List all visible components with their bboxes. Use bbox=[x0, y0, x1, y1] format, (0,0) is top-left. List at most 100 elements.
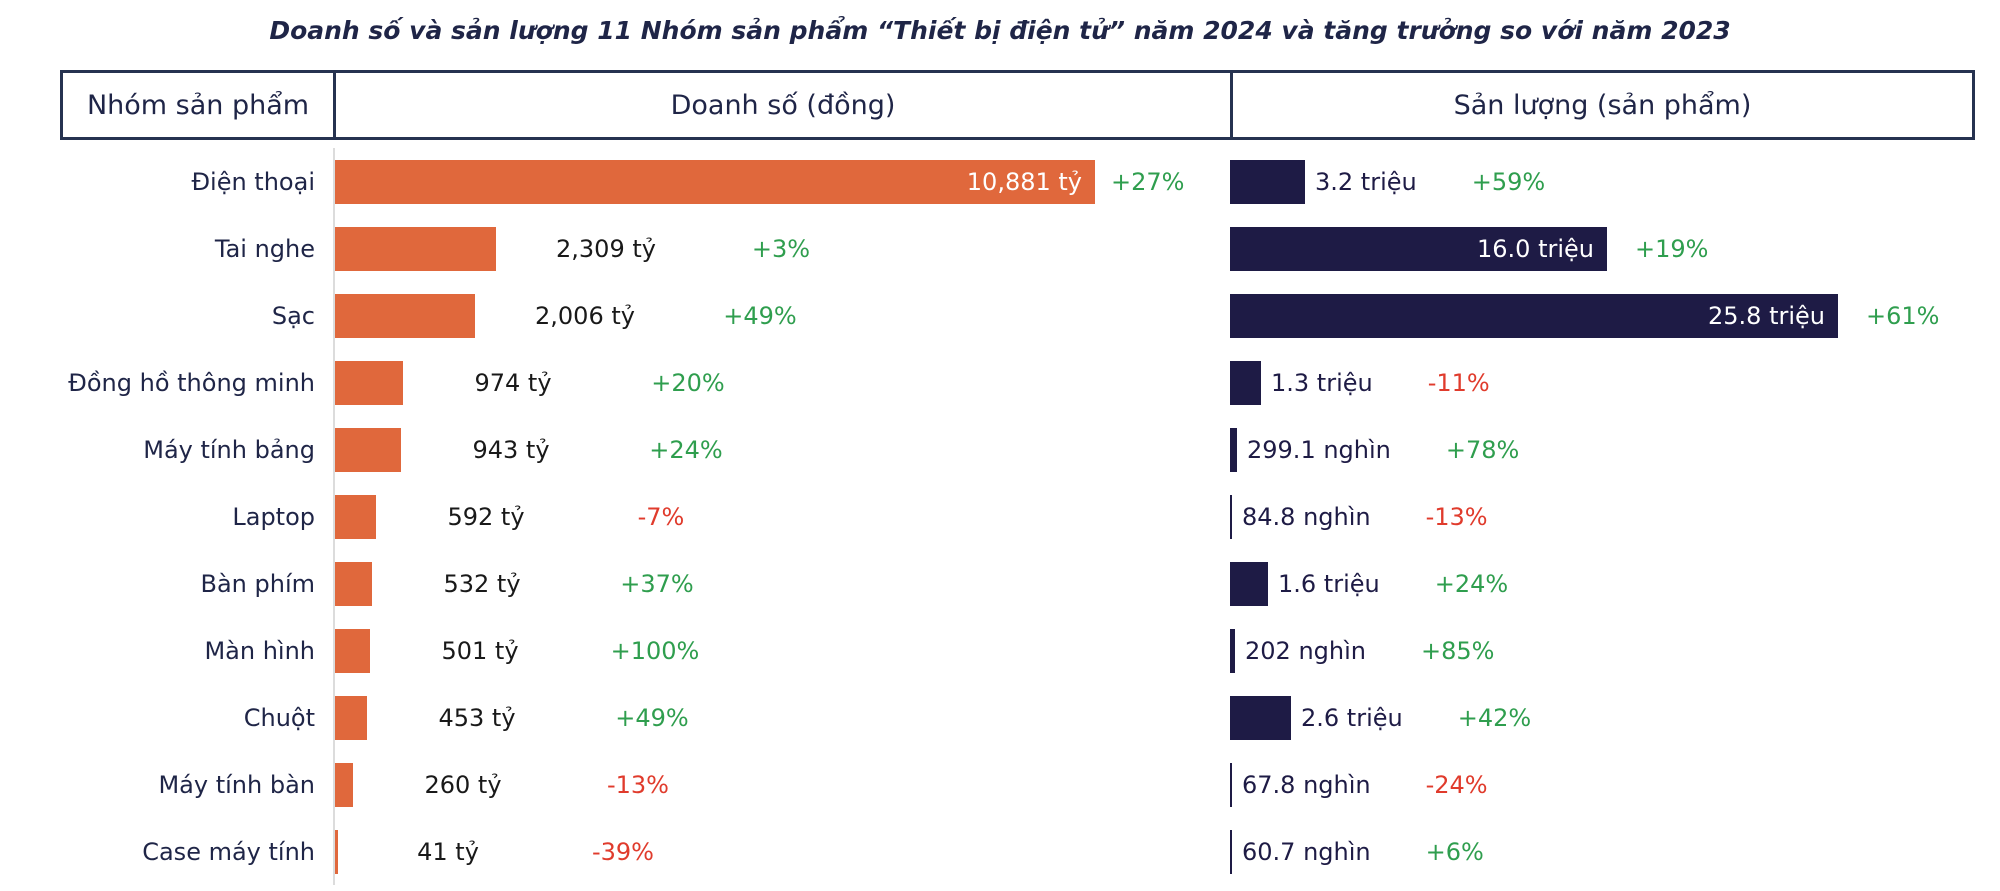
volume-bar bbox=[1230, 427, 1237, 472]
volume-growth: +6% bbox=[1425, 837, 1484, 866]
chart-rows: Điện thoại 10,881 tỷ +27% 3.2 triệu +59%… bbox=[60, 148, 1975, 885]
revenue-panel: 2,006 tỷ +49% bbox=[333, 282, 1230, 349]
volume-bar bbox=[1230, 762, 1232, 807]
volume-bar: 25.8 triệu bbox=[1230, 293, 1838, 338]
volume-panel: 60.7 nghìn +6% bbox=[1230, 818, 1975, 885]
volume-growth: +42% bbox=[1457, 703, 1532, 732]
revenue-panel: 10,881 tỷ +27% bbox=[333, 148, 1230, 215]
volume-growth: +59% bbox=[1471, 167, 1546, 196]
volume-value: 84.8 nghìn bbox=[1242, 502, 1371, 531]
volume-bar bbox=[1230, 494, 1232, 539]
revenue-bar bbox=[335, 360, 403, 405]
table-header: Nhóm sản phẩm Doanh số (đồng) Sản lượng … bbox=[60, 70, 1975, 140]
category-label: Điện thoại bbox=[191, 167, 315, 196]
volume-value: 1.3 triệu bbox=[1271, 368, 1373, 397]
revenue-panel: 260 tỷ -13% bbox=[333, 751, 1230, 818]
volume-value: 299.1 nghìn bbox=[1247, 435, 1391, 464]
volume-bar bbox=[1230, 360, 1261, 405]
volume-value-inside: 25.8 triệu bbox=[1708, 301, 1825, 330]
table-row: Màn hình 501 tỷ +100% 202 nghìn +85% bbox=[60, 617, 1975, 684]
volume-growth: +19% bbox=[1635, 234, 1709, 263]
volume-panel: 67.8 nghìn -24% bbox=[1230, 751, 1975, 818]
revenue-growth: -39% bbox=[591, 837, 654, 866]
volume-growth: +61% bbox=[1866, 301, 1940, 330]
revenue-panel: 2,309 tỷ +3% bbox=[333, 215, 1230, 282]
header-cell-group: Nhóm sản phẩm bbox=[63, 73, 336, 137]
volume-growth: -11% bbox=[1427, 368, 1490, 397]
volume-growth: -13% bbox=[1425, 502, 1488, 531]
revenue-value: 453 tỷ bbox=[438, 703, 516, 732]
table-row: Laptop 592 tỷ -7% 84.8 nghìn -13% bbox=[60, 483, 1975, 550]
volume-panel: 84.8 nghìn -13% bbox=[1230, 483, 1975, 550]
volume-panel: 3.2 triệu +59% bbox=[1230, 148, 1975, 215]
revenue-growth: +100% bbox=[610, 636, 700, 665]
revenue-growth: +37% bbox=[620, 569, 694, 598]
category-label: Máy tính bảng bbox=[143, 435, 315, 464]
revenue-value: 2,006 tỷ bbox=[535, 301, 635, 330]
revenue-bar bbox=[335, 829, 338, 874]
table-row: Bàn phím 532 tỷ +37% 1.6 triệu +24% bbox=[60, 550, 1975, 617]
revenue-bar bbox=[335, 762, 353, 807]
table-row: Tai nghe 2,309 tỷ +3% 16.0 triệu +19% bbox=[60, 215, 1975, 282]
header-cell-revenue: Doanh số (đồng) bbox=[336, 73, 1233, 137]
revenue-value-inside: 10,881 tỷ bbox=[966, 167, 1082, 196]
volume-panel: 25.8 triệu +61% bbox=[1230, 282, 1975, 349]
volume-value: 60.7 nghìn bbox=[1242, 837, 1371, 866]
header-cell-volume: Sản lượng (sản phẩm) bbox=[1453, 89, 1752, 121]
revenue-value: 501 tỷ bbox=[441, 636, 519, 665]
volume-bar bbox=[1230, 628, 1235, 673]
revenue-bar bbox=[335, 226, 496, 271]
volume-bar: 16.0 triệu bbox=[1230, 226, 1607, 271]
revenue-value: 943 tỷ bbox=[472, 435, 550, 464]
table-row: Đồng hồ thông minh 974 tỷ +20% 1.3 triệu… bbox=[60, 349, 1975, 416]
volume-value-inside: 16.0 triệu bbox=[1477, 234, 1594, 263]
volume-panel: 202 nghìn +85% bbox=[1230, 617, 1975, 684]
revenue-panel: 453 tỷ +49% bbox=[333, 684, 1230, 751]
revenue-panel: 532 tỷ +37% bbox=[333, 550, 1230, 617]
table-row: Máy tính bàn 260 tỷ -13% 67.8 nghìn -24% bbox=[60, 751, 1975, 818]
volume-panel: 1.3 triệu -11% bbox=[1230, 349, 1975, 416]
revenue-growth: +3% bbox=[751, 234, 811, 263]
table-row: Chuột 453 tỷ +49% 2.6 triệu +42% bbox=[60, 684, 1975, 751]
revenue-bar bbox=[335, 427, 401, 472]
revenue-panel: 974 tỷ +20% bbox=[333, 349, 1230, 416]
volume-panel: 299.1 nghìn +78% bbox=[1230, 416, 1975, 483]
category-label: Case máy tính bbox=[142, 837, 315, 866]
revenue-growth: +27% bbox=[1111, 167, 1185, 196]
revenue-growth: +24% bbox=[649, 435, 723, 464]
revenue-panel: 501 tỷ +100% bbox=[333, 617, 1230, 684]
volume-panel: 2.6 triệu +42% bbox=[1230, 684, 1975, 751]
revenue-value: 260 tỷ bbox=[424, 770, 502, 799]
category-label: Bàn phím bbox=[200, 569, 315, 598]
revenue-bar bbox=[335, 561, 372, 606]
volume-bar bbox=[1230, 159, 1305, 204]
table-row: Sạc 2,006 tỷ +49% 25.8 triệu +61% bbox=[60, 282, 1975, 349]
revenue-value: 532 tỷ bbox=[443, 569, 521, 598]
volume-value: 1.6 triệu bbox=[1278, 569, 1380, 598]
volume-bar bbox=[1230, 561, 1268, 606]
revenue-value: 41 tỷ bbox=[417, 837, 479, 866]
revenue-growth: +49% bbox=[723, 301, 797, 330]
volume-bar bbox=[1230, 829, 1232, 874]
volume-growth: -24% bbox=[1425, 770, 1488, 799]
volume-value: 2.6 triệu bbox=[1301, 703, 1403, 732]
category-label: Màn hình bbox=[204, 636, 315, 665]
volume-bar bbox=[1230, 695, 1291, 740]
volume-panel: 1.6 triệu +24% bbox=[1230, 550, 1975, 617]
revenue-bar bbox=[335, 628, 370, 673]
revenue-bar bbox=[335, 695, 367, 740]
revenue-value: 592 tỷ bbox=[447, 502, 525, 531]
revenue-value: 2,309 tỷ bbox=[556, 234, 656, 263]
category-label: Tai nghe bbox=[214, 234, 315, 263]
table-row: Case máy tính 41 tỷ -39% 60.7 nghìn +6% bbox=[60, 818, 1975, 885]
revenue-bar: 10,881 tỷ bbox=[335, 159, 1095, 204]
revenue-bar bbox=[335, 494, 376, 539]
revenue-panel: 943 tỷ +24% bbox=[333, 416, 1230, 483]
revenue-panel: 592 tỷ -7% bbox=[333, 483, 1230, 550]
revenue-growth: -7% bbox=[637, 502, 685, 531]
revenue-panel: 41 tỷ -39% bbox=[333, 818, 1230, 885]
volume-value: 3.2 triệu bbox=[1315, 167, 1417, 196]
table-row: Điện thoại 10,881 tỷ +27% 3.2 triệu +59% bbox=[60, 148, 1975, 215]
chart-title: Doanh số và sản lượng 11 Nhóm sản phẩm “… bbox=[269, 16, 1731, 45]
volume-panel: 16.0 triệu +19% bbox=[1230, 215, 1975, 282]
